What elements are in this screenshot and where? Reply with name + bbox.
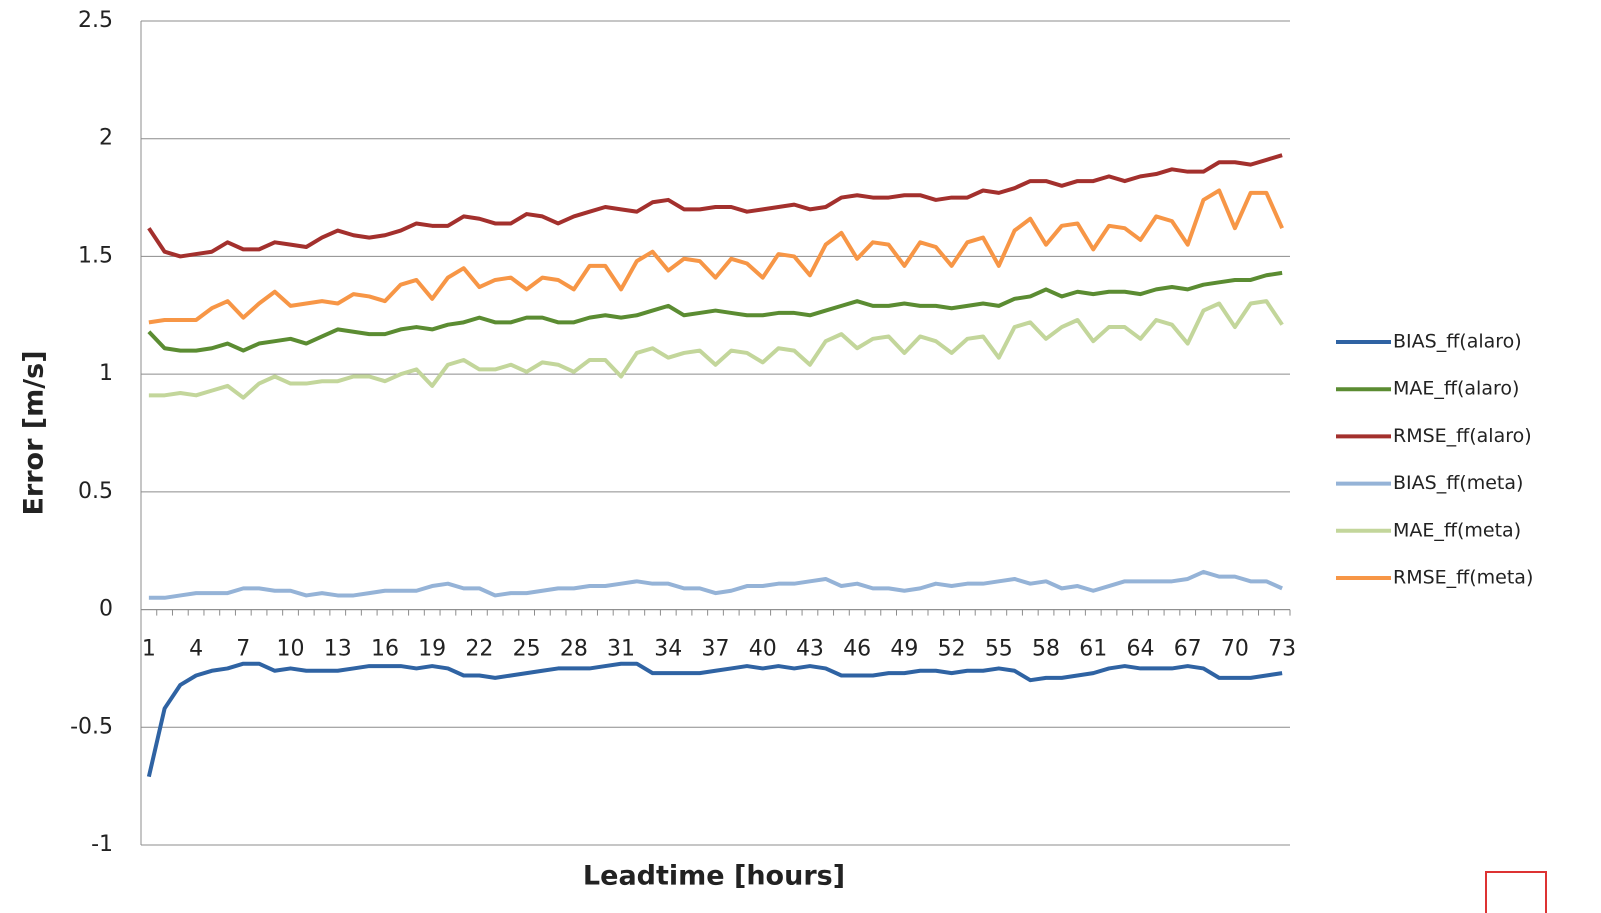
- series-line: [147, 270, 1283, 353]
- x-tick-label: 49: [890, 637, 918, 662]
- legend-label: RMSE_ff(alaro): [1393, 425, 1532, 447]
- x-tick-label: 37: [702, 637, 730, 662]
- x-tick-label: 7: [236, 637, 250, 662]
- x-tick-label: 1: [142, 637, 156, 662]
- y-axis-title: Error [m/s]: [19, 350, 50, 515]
- x-tick-label: 43: [796, 637, 824, 662]
- x-tick-label: 55: [985, 637, 1013, 662]
- x-tick-label: 10: [277, 637, 305, 662]
- x-tick-label: 67: [1174, 637, 1202, 662]
- series-line: [148, 569, 1283, 600]
- x-tick-label: 70: [1221, 637, 1249, 662]
- legend-label: RMSE_ff(meta): [1393, 567, 1533, 589]
- x-tick-label: 4: [189, 637, 203, 662]
- x-tick-label: 13: [324, 637, 352, 662]
- x-tick-label: 25: [513, 637, 541, 662]
- y-tick-label: 1: [99, 361, 113, 386]
- x-tick-label: 73: [1268, 637, 1296, 662]
- x-tick-label: 52: [938, 637, 966, 662]
- legend-label: BIAS_ff(meta): [1393, 472, 1523, 494]
- y-tick-label: 1.5: [78, 243, 113, 268]
- x-tick-label: 22: [465, 637, 493, 662]
- y-tick-label: 0: [99, 597, 113, 622]
- legend-label: MAE_ff(alaro): [1393, 378, 1519, 400]
- x-axis-title: Leadtime [hours]: [583, 861, 845, 892]
- x-tick-label: 28: [560, 637, 588, 662]
- series-line: [147, 153, 1283, 259]
- legend-label: MAE_ff(meta): [1393, 519, 1521, 541]
- series-line: [148, 299, 1284, 400]
- x-tick-label: 19: [418, 637, 446, 662]
- x-tick-label: 16: [371, 637, 399, 662]
- corner-box: [1485, 871, 1547, 913]
- y-tick-label: 0.5: [78, 479, 113, 504]
- y-tick-label: -0.5: [70, 714, 113, 739]
- y-tick-label: 2.5: [78, 8, 113, 33]
- x-tick-label: 34: [654, 637, 682, 662]
- x-tick-label: 64: [1126, 637, 1154, 662]
- y-tick-label: -1: [91, 832, 113, 857]
- y-tick-label: 2: [99, 126, 113, 151]
- x-tick-label: 40: [749, 637, 777, 662]
- x-tick-label: 61: [1079, 637, 1107, 662]
- series-line: [148, 188, 1284, 325]
- x-tick-label: 46: [843, 637, 871, 662]
- x-tick-label: 31: [607, 637, 635, 662]
- legend-label: BIAS_ff(alaro): [1393, 331, 1522, 353]
- series-line: [146, 661, 1283, 778]
- x-tick-label: 58: [1032, 637, 1060, 662]
